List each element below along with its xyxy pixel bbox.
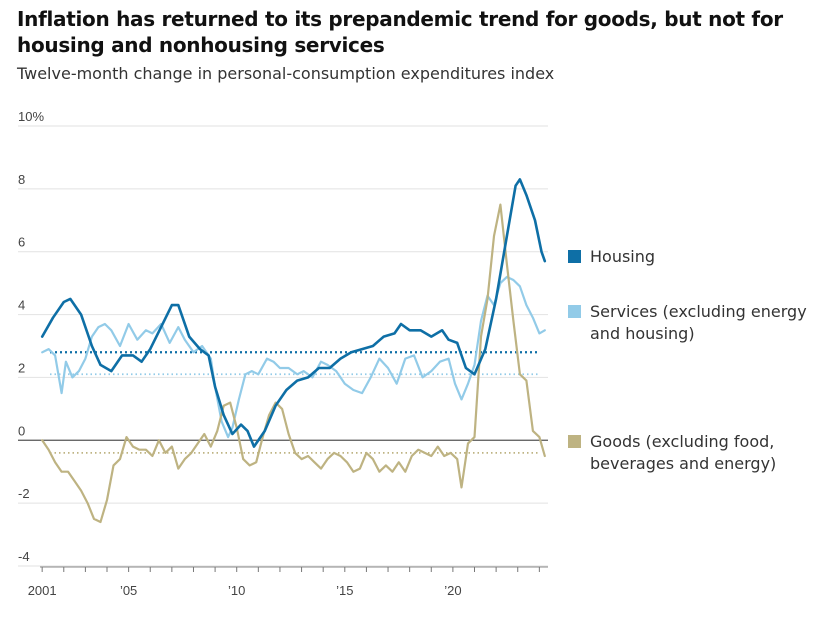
y-tick-label: 0: [18, 423, 25, 438]
legend-label-services: Services (excluding energy and housing): [590, 302, 807, 343]
series-line-housing: [40, 178, 547, 448]
y-tick-label: -2: [18, 486, 30, 501]
x-tick-label: ’05: [120, 583, 137, 598]
x-tick-label: 2001: [28, 583, 57, 598]
legend-item-housing: Housing: [568, 246, 810, 268]
chart-subtitle: Twelve-month change in personal-consumpt…: [17, 64, 555, 83]
legend-swatch-housing: [568, 250, 581, 263]
legend-item-goods: Goods (excluding food, beverages and ene…: [568, 431, 810, 475]
chart-title: Inflation has returned to its prepandemi…: [17, 7, 783, 57]
legend-swatch-services: [568, 305, 581, 318]
y-tick-label: 2: [18, 360, 25, 375]
y-tick-label: 4: [18, 298, 25, 313]
x-tick-label: ’10: [228, 583, 245, 598]
y-tick-label: 6: [18, 235, 25, 250]
legend-label-housing: Housing: [590, 247, 656, 266]
legend-swatch-goods: [568, 435, 581, 448]
legend-item-services: Services (excluding energy and housing): [568, 301, 810, 345]
x-tick-label: ’15: [336, 583, 353, 598]
y-tick-label: 8: [18, 172, 25, 187]
y-tick-label: 10%: [18, 109, 44, 124]
series-line-services: [41, 275, 546, 439]
x-tick-label: ’20: [444, 583, 461, 598]
legend-label-goods: Goods (excluding food, beverages and ene…: [590, 432, 777, 473]
series-line-goods: [41, 203, 546, 524]
y-tick-label: -4: [18, 549, 30, 564]
